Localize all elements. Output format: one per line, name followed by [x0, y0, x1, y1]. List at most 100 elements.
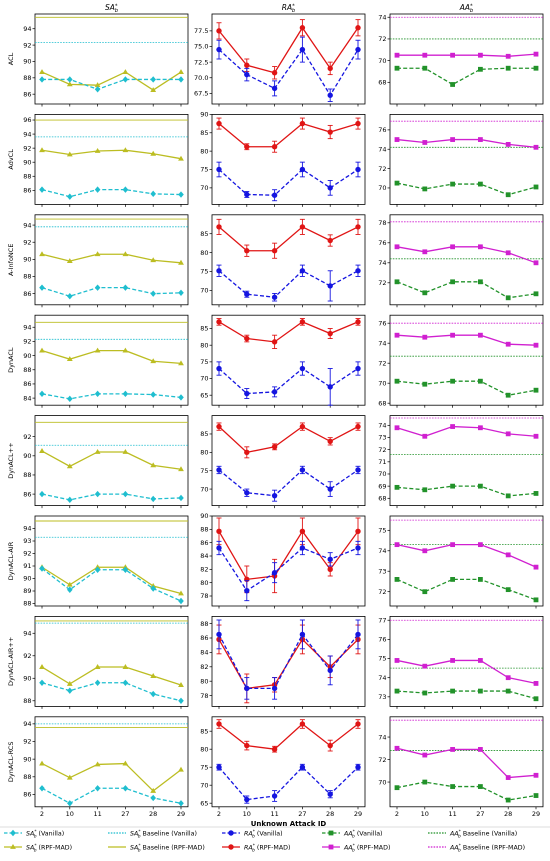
panel-1-2-aa-rpf-point-4 [505, 142, 511, 147]
panel-6-0-frame [34, 616, 189, 707]
panel-1-2-aa-vanilla-point-0 [394, 180, 400, 186]
panel-3-0-sa-rpf-point-4 [150, 358, 157, 364]
panel-2-2-aa-vanilla-line [396, 281, 537, 299]
panel-1-1-ra-rpf-point-4 [327, 129, 333, 135]
panel-4-2-aa-rpf-point-1 [422, 433, 428, 439]
panel-3-2-aa-vanilla-point-4 [505, 392, 511, 398]
panel-1-0-ytick-label-5: 96 [23, 116, 31, 124]
panel-1-1-ra-rpf-point-0 [216, 120, 222, 127]
panel-2-2-aa-rpf-line [396, 246, 537, 264]
panel-3-0-sa-vanilla-point-2 [94, 390, 101, 398]
panel-4-2-aa-rpf-point-2 [450, 424, 455, 429]
panel-4-2-ytick-label-5: 73 [378, 434, 386, 442]
panel-5-1-ra-rpf-point-3 [299, 528, 306, 535]
x-tick-label-0-3: 27 [121, 810, 129, 818]
legend-label-8: AA* b (RPF-MAD) [343, 843, 390, 854]
panel-1-0-sa-rpf-point-0 [39, 147, 45, 153]
panel-4-0-sa-rpf-point-5 [178, 466, 184, 472]
panel-6-2-ytick-label-2: 75 [378, 655, 386, 663]
panel-3-1-ra-vanilla-point-0 [216, 365, 222, 372]
panel-4-0-sa-vanilla-point-1 [67, 496, 73, 504]
legend-label-3: AA* b (Vanilla) [343, 829, 383, 840]
panel-0-2-frame [389, 13, 544, 105]
panel-6-1-ytick-label-0: 78 [200, 692, 208, 700]
panel-0-2-aa-vanilla-point-5 [533, 65, 539, 71]
panel-6-2-ytick-label-3: 76 [378, 636, 386, 644]
panel-0-2-aa-rpf-point-5 [533, 51, 539, 57]
panel-4-0-ytick-label-0: 86 [23, 490, 31, 498]
panel-6-2-aa-rpf-line [396, 659, 537, 685]
panel-5-2-aa-vanilla-point-4 [505, 587, 511, 593]
panel-5-0-sa-rpf-point-1 [66, 581, 73, 587]
panel-5-0-sa-rpf-line [41, 566, 182, 595]
panel-7-0-sa-rpf-line [41, 762, 182, 792]
panel-4-2-ytick-label-4: 72 [378, 446, 386, 454]
panel-3-1-ytick-label-1: 70 [200, 375, 208, 383]
panel-2-1-ytick-label-1: 75 [200, 268, 208, 276]
panel-1-0-ytick-label-3: 92 [23, 144, 31, 152]
panel-6-0: 88 90 92 94 [23, 616, 189, 709]
column-title-2: AA* b [459, 3, 474, 14]
panel-0-1-ra-rpf-line [218, 26, 359, 74]
panel-5-2-aa-vanilla-point-3 [478, 577, 483, 582]
x-tick-label-0-2: 11 [93, 810, 101, 818]
panel-6-2-ytick-label-1: 74 [378, 674, 386, 682]
row-label-0: ACL [7, 52, 15, 65]
panel-1-2-ytick-label-0: 70 [378, 184, 386, 192]
panel-3-0-sa-rpf-point-3 [122, 347, 129, 353]
panel-3-2-ytick-label-4: 76 [378, 319, 386, 327]
panel-0-1-ytick-label-3: 75.0 [194, 43, 208, 51]
panel-7-1: 65 70 75 80 85 2 10 11 27 28 29 [200, 716, 366, 818]
row-label-2: A-InfoNCE [7, 244, 15, 276]
panel-4-1-ra-vanilla-point-0 [216, 467, 222, 473]
panel-6-0-sa-vanilla-point-0 [39, 679, 45, 686]
panel-0-0-sa-vanilla-point-3 [122, 76, 129, 83]
panel-0-0-sa-vanilla-point-1 [67, 76, 73, 83]
panel-3-0-sa-rpf-line [41, 349, 182, 365]
panel-1-0-sa-rpf-point-5 [178, 155, 184, 161]
panel-5-0-ytick-label-1: 89 [23, 587, 31, 595]
panel-7-2-ytick-label-1: 72 [378, 756, 386, 764]
panel-2-1-ytick-label-2: 80 [200, 249, 208, 257]
panel-0-0-sa-rpf-point-0 [39, 69, 45, 75]
panel-5-2-ytick-label-3: 75 [378, 527, 386, 535]
panel-4-0-sa-rpf-point-3 [122, 448, 129, 454]
panel-7-2-aa-rpf-point-4 [505, 775, 511, 780]
panel-1-2-aa-vanilla-point-1 [422, 186, 428, 192]
panel-7-0-sa-vanilla-point-4 [150, 794, 156, 802]
x-tick-label-2-0: 2 [395, 810, 399, 818]
panel-3-1-ra-rpf-point-4 [327, 330, 333, 337]
panel-7-0-ytick-label-0: 86 [23, 791, 31, 799]
panel-5-2-aa-rpf-point-2 [450, 542, 455, 548]
panel-3-2-ytick-label-2: 72 [378, 359, 386, 367]
panel-7-1-ra-vanilla-point-4 [327, 791, 333, 797]
panel-3-2-aa-vanilla-line [396, 380, 537, 396]
panel-1-0-ytick-label-4: 94 [23, 130, 31, 138]
panel-4-2-ytick-label-0: 68 [378, 495, 386, 503]
panel-2-2-aa-rpf-point-4 [505, 250, 511, 256]
panel-1-1-ra-vanilla-point-3 [299, 166, 306, 173]
panel-2-1-frame [211, 214, 366, 306]
panel-3-2-frame [389, 314, 544, 406]
panel-6-2-ytick-label-0: 73 [378, 693, 386, 701]
panel-4-0-frame [34, 415, 189, 507]
panel-2-1-ra-rpf-point-5 [355, 224, 361, 230]
panel-6-1-ra-vanilla-line [218, 633, 359, 690]
panel-0-0-sa-rpf-point-5 [178, 69, 184, 75]
panel-3-1-ra-vanilla-point-3 [299, 365, 306, 372]
panel-2-1-ra-vanilla-point-3 [299, 268, 306, 274]
panel-2-2-aa-rpf-point-0 [394, 244, 400, 250]
panel-4-2-aa-vanilla-point-2 [450, 483, 455, 489]
panel-1-1-ra-vanilla-point-0 [216, 166, 222, 173]
x-tick-label-2-1: 10 [421, 810, 429, 818]
panel-0-2-aa-vanilla-point-2 [450, 82, 455, 87]
panel-3-2-aa-vanilla-point-3 [478, 378, 483, 384]
panel-1-2-frame [389, 114, 544, 205]
panel-7-2-aa-rpf-point-2 [450, 747, 455, 752]
x-tick-label-1-1: 10 [243, 810, 251, 818]
x-tick-label-0-4: 28 [149, 810, 157, 818]
panel-4-0-sa-vanilla-line [41, 493, 182, 501]
panel-3-0-sa-rpf-point-1 [66, 356, 73, 362]
panel-5-1-ra-vanilla-point-1 [244, 587, 250, 594]
legend-item-4: AA* b Baseline (Vanilla) [428, 829, 517, 839]
